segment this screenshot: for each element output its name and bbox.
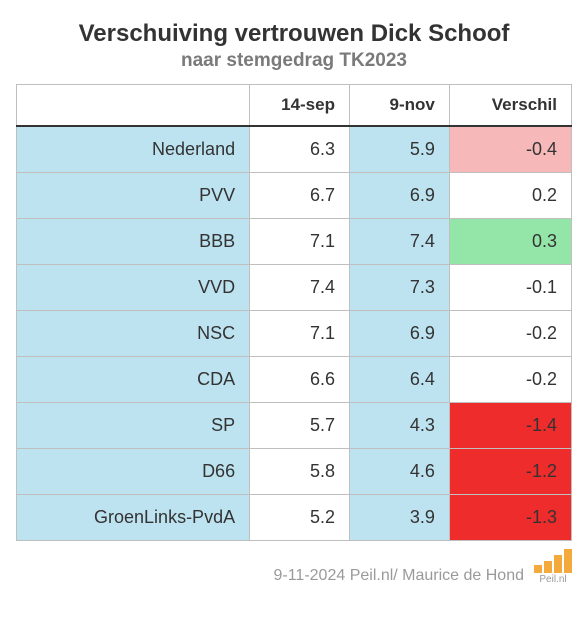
cell-9nov: 7.3 [349,265,449,311]
cell-diff: -1.2 [449,449,571,495]
cell-diff: -1.3 [449,495,571,541]
footer-text: 9-11-2024 Peil.nl/ Maurice de Hond [273,567,524,585]
chart-title: Verschuiving vertrouwen Dick Schoof [16,20,572,48]
cell-9nov: 6.9 [349,311,449,357]
source-logo: Peil.nl [534,549,572,585]
cell-14sep: 6.3 [250,126,350,173]
cell-9nov: 5.9 [349,126,449,173]
cell-diff: 0.2 [449,173,571,219]
cell-diff: 0.3 [449,219,571,265]
table-row: PVV6.76.90.2 [17,173,572,219]
table-row: VVD7.47.3-0.1 [17,265,572,311]
cell-14sep: 7.4 [250,265,350,311]
col-header-diff: Verschil [449,85,571,127]
col-header-14sep: 14-sep [250,85,350,127]
header-row: 14-sep 9-nov Verschil [17,85,572,127]
cell-14sep: 6.7 [250,173,350,219]
row-label: Nederland [17,126,250,173]
logo-bars-icon [534,549,572,573]
table-row: D665.84.6-1.2 [17,449,572,495]
row-label: NSC [17,311,250,357]
logo-label: Peil.nl [539,574,566,585]
footer: 9-11-2024 Peil.nl/ Maurice de Hond Peil.… [16,549,572,585]
cell-14sep: 5.8 [250,449,350,495]
table-row: SP5.74.3-1.4 [17,403,572,449]
row-label: PVV [17,173,250,219]
cell-diff: -0.2 [449,311,571,357]
cell-14sep: 5.2 [250,495,350,541]
cell-diff: -1.4 [449,403,571,449]
row-label: CDA [17,357,250,403]
cell-14sep: 7.1 [250,311,350,357]
cell-9nov: 3.9 [349,495,449,541]
cell-14sep: 6.6 [250,357,350,403]
table-row: GroenLinks-PvdA5.23.9-1.3 [17,495,572,541]
table-row: Nederland6.35.9-0.4 [17,126,572,173]
cell-9nov: 7.4 [349,219,449,265]
cell-9nov: 4.6 [349,449,449,495]
row-label: D66 [17,449,250,495]
cell-diff: -0.4 [449,126,571,173]
cell-9nov: 4.3 [349,403,449,449]
cell-9nov: 6.4 [349,357,449,403]
data-table: 14-sep 9-nov Verschil Nederland6.35.9-0.… [16,84,572,541]
cell-diff: -0.2 [449,357,571,403]
cell-14sep: 7.1 [250,219,350,265]
row-label: SP [17,403,250,449]
col-header-9nov: 9-nov [349,85,449,127]
table-row: CDA6.66.4-0.2 [17,357,572,403]
cell-diff: -0.1 [449,265,571,311]
cell-9nov: 6.9 [349,173,449,219]
table-row: BBB7.17.40.3 [17,219,572,265]
row-label: GroenLinks-PvdA [17,495,250,541]
col-header-empty [17,85,250,127]
table-row: NSC7.16.9-0.2 [17,311,572,357]
row-label: BBB [17,219,250,265]
row-label: VVD [17,265,250,311]
cell-14sep: 5.7 [250,403,350,449]
chart-subtitle: naar stemgedrag TK2023 [16,50,572,72]
